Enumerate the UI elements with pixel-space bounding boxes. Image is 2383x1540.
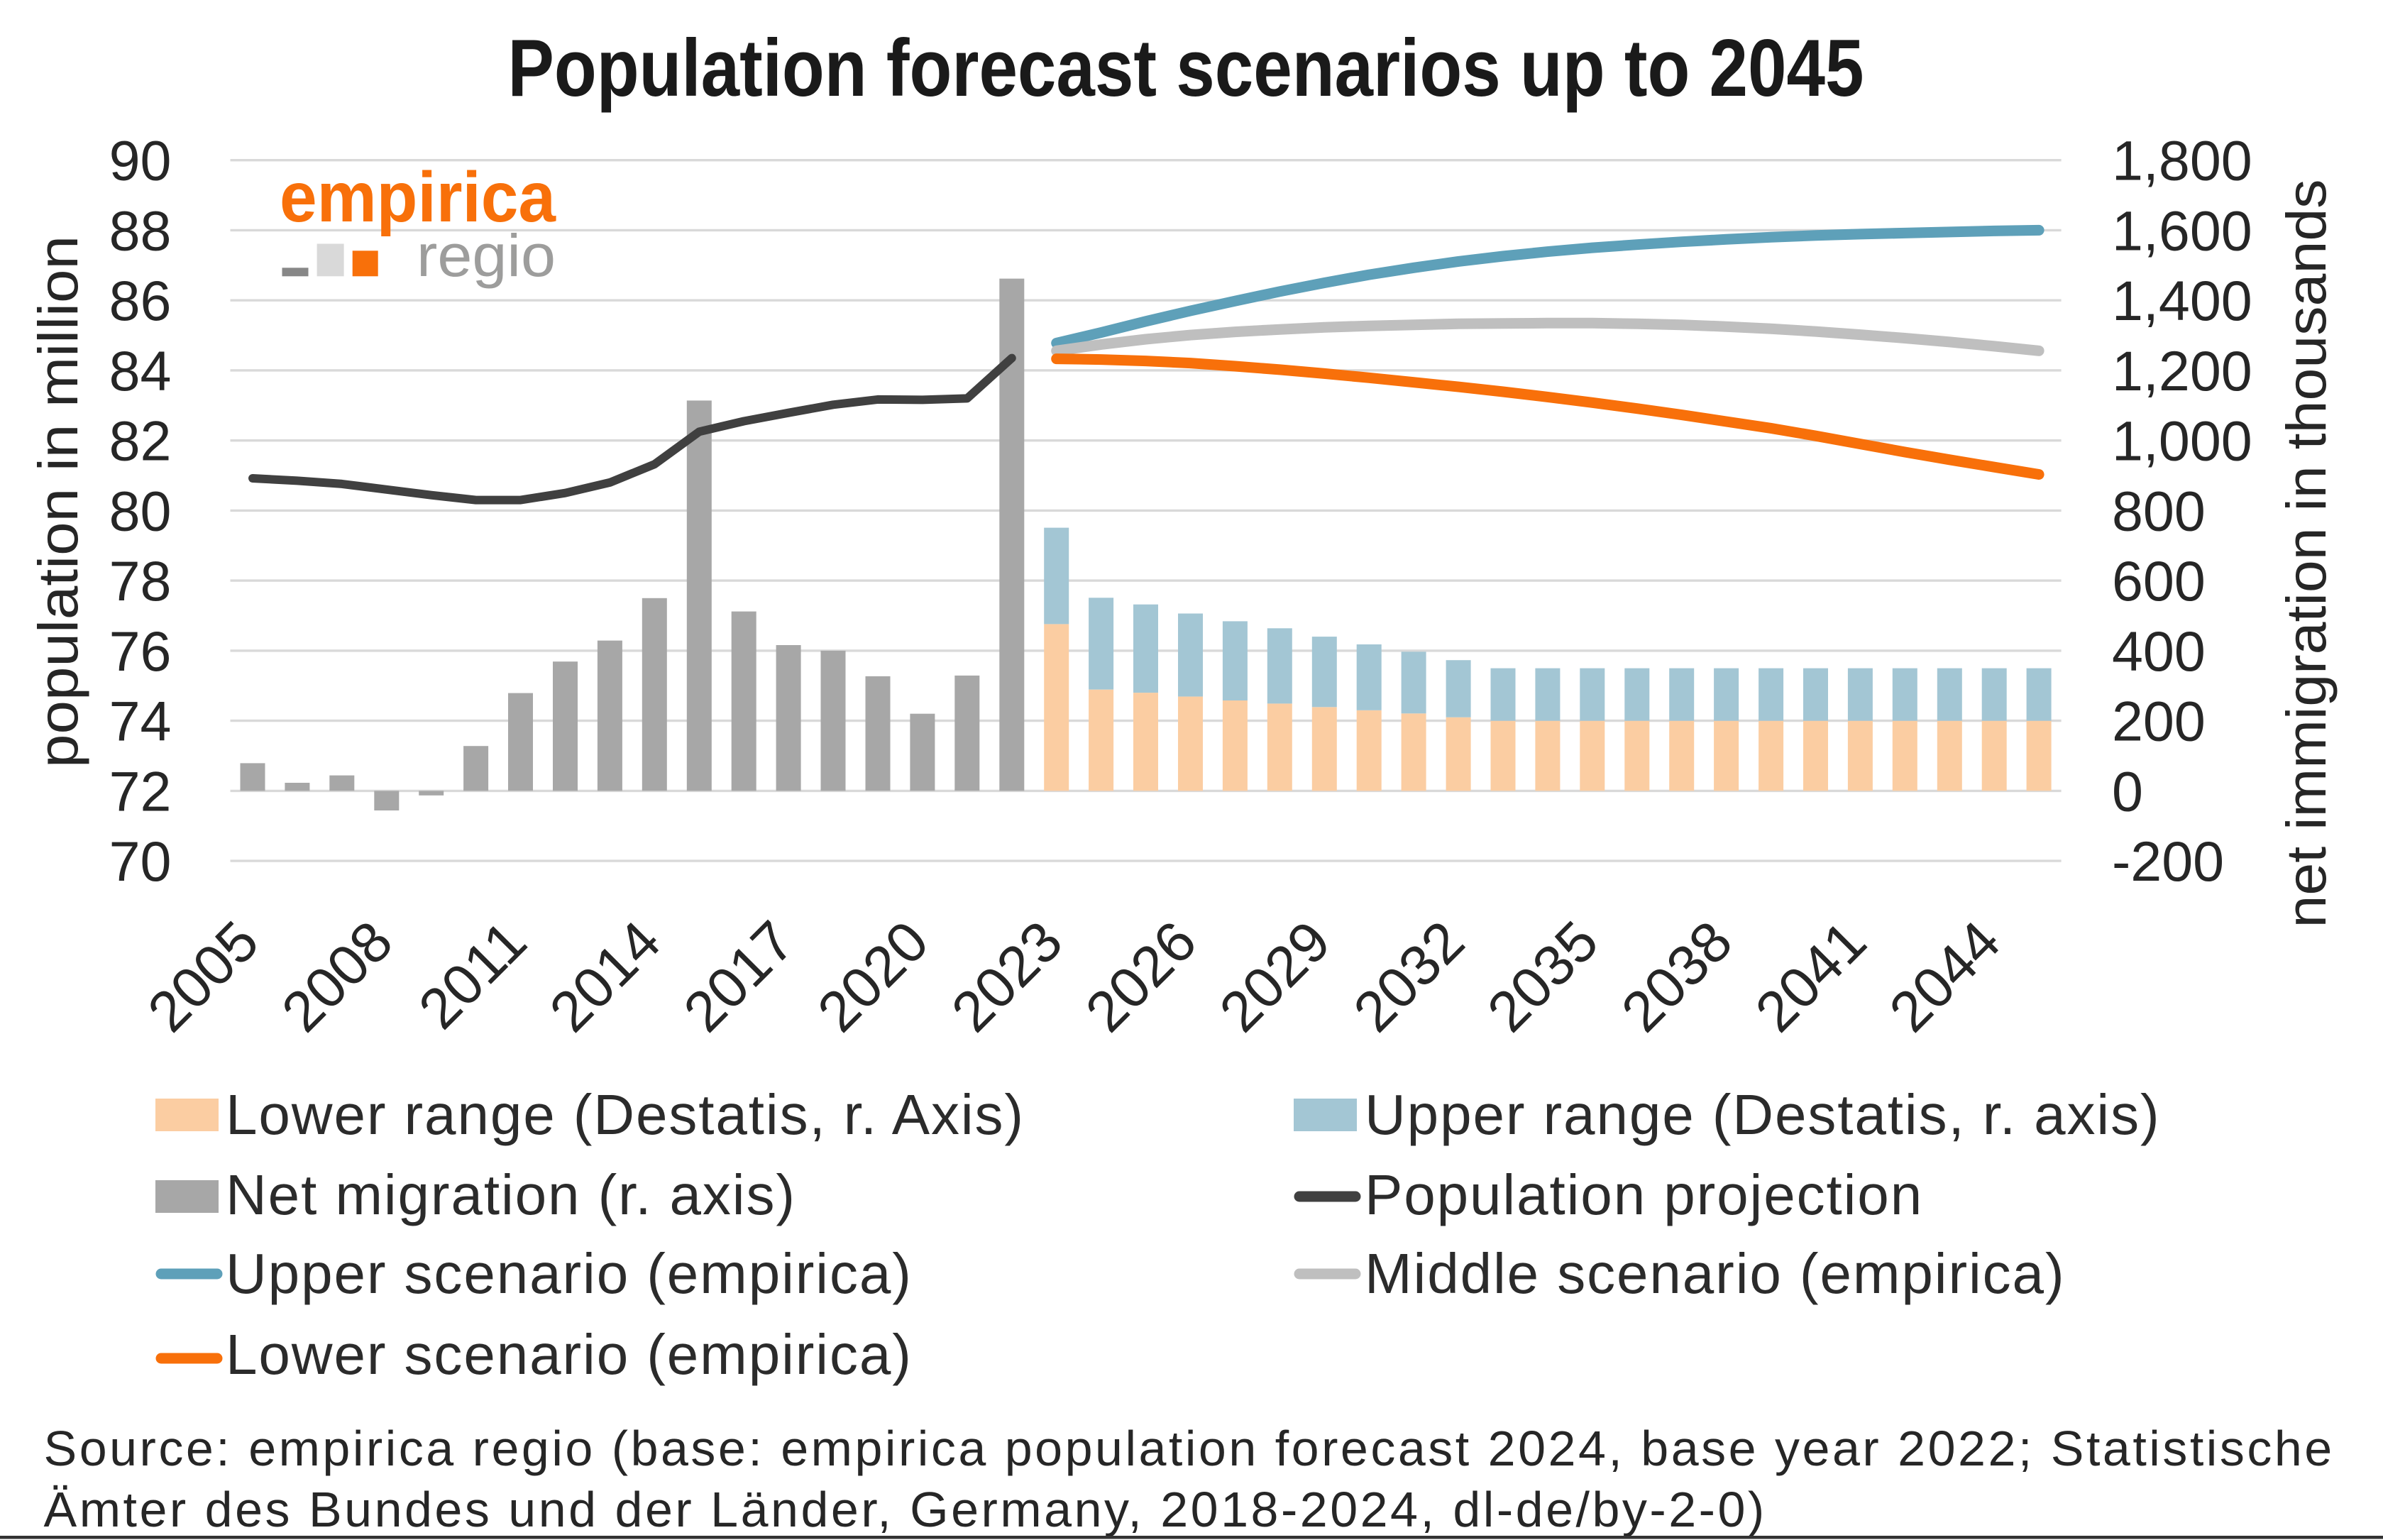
svg-text:Upper range (Destatis, r. axis: Upper range (Destatis, r. axis) — [1365, 1083, 2161, 1146]
svg-text:empirica: empirica — [280, 158, 556, 237]
svg-text:Net migration (r. axis): Net migration (r. axis) — [226, 1163, 796, 1226]
svg-text:net immigration in thousands: net immigration in thousands — [2274, 180, 2338, 928]
svg-text:88: 88 — [109, 199, 172, 262]
svg-text:-200: -200 — [2112, 830, 2224, 893]
svg-text:70: 70 — [109, 830, 172, 893]
svg-text:600: 600 — [2112, 549, 2206, 612]
svg-text:1,200: 1,200 — [2112, 339, 2252, 402]
svg-text:86: 86 — [109, 269, 172, 332]
svg-text:90: 90 — [109, 129, 172, 192]
svg-text:1,600: 1,600 — [2112, 199, 2252, 262]
svg-text:Upper scenario (empirica): Upper scenario (empirica) — [226, 1242, 913, 1305]
svg-text:84: 84 — [109, 339, 172, 402]
svg-text:Lower range (Destatis, r. Axis: Lower range (Destatis, r. Axis) — [226, 1083, 1025, 1146]
svg-text:800: 800 — [2112, 479, 2206, 542]
svg-text:Ämter des Bundes und der Lände: Ämter des Bundes und der Länder, Germany… — [44, 1482, 1767, 1537]
svg-text:82: 82 — [109, 409, 172, 473]
svg-text:Population forecast scenarios: Population forecast scenarios up to 2045 — [508, 23, 1864, 114]
svg-text:1,000: 1,000 — [2112, 409, 2252, 473]
svg-text:400: 400 — [2112, 620, 2206, 683]
svg-text:76: 76 — [109, 620, 172, 683]
svg-text:population in million: population in million — [26, 236, 89, 768]
svg-text:Middle scenario (empirica): Middle scenario (empirica) — [1365, 1242, 2066, 1305]
svg-text:1,400: 1,400 — [2112, 269, 2252, 332]
svg-text:74: 74 — [109, 690, 172, 753]
svg-text:72: 72 — [109, 759, 172, 823]
svg-text:1,800: 1,800 — [2112, 129, 2252, 192]
svg-text:Lower scenario (empirica): Lower scenario (empirica) — [226, 1323, 913, 1386]
svg-text:Source: empirica regio (base:: Source: empirica regio (base: empirica p… — [44, 1421, 2335, 1476]
svg-text:Population projection: Population projection — [1365, 1163, 1923, 1226]
svg-text:78: 78 — [109, 549, 172, 612]
svg-text:regio: regio — [417, 222, 556, 289]
svg-text:200: 200 — [2112, 690, 2206, 753]
svg-text:80: 80 — [109, 479, 172, 542]
svg-text:0: 0 — [2112, 759, 2143, 823]
